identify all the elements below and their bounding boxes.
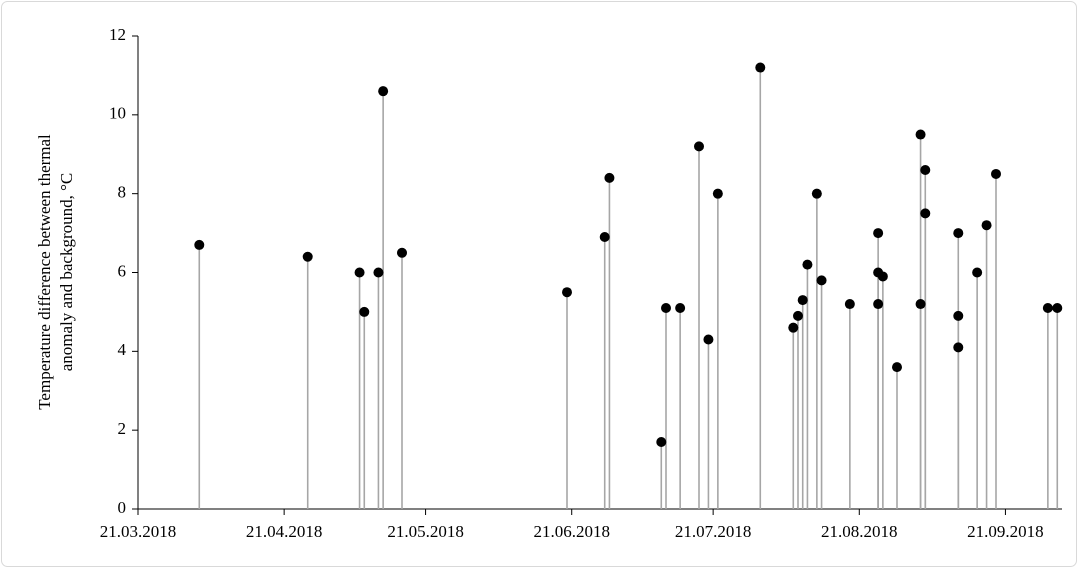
point xyxy=(712,188,723,199)
x-tick-label: 21.03.2018 xyxy=(100,522,177,541)
point xyxy=(1052,302,1063,313)
point xyxy=(953,342,964,353)
point xyxy=(788,322,799,333)
y-tick-label: 0 xyxy=(118,498,127,517)
point xyxy=(873,299,884,310)
point xyxy=(194,239,205,250)
point xyxy=(920,208,931,219)
x-tick-label: 21.07.2018 xyxy=(675,522,752,541)
y-tick-label: 8 xyxy=(118,183,127,202)
point xyxy=(873,228,884,239)
point xyxy=(915,129,926,140)
point xyxy=(599,232,610,243)
y-tick-label: 2 xyxy=(118,419,127,438)
y-axis-label: Temperature difference between thermal a… xyxy=(35,134,76,410)
point xyxy=(354,267,365,278)
point xyxy=(604,172,615,183)
y-label-line: anomaly and background, °C xyxy=(57,173,76,371)
point xyxy=(675,302,686,313)
point xyxy=(694,141,704,152)
point xyxy=(972,267,983,278)
point xyxy=(844,299,855,310)
point xyxy=(359,306,370,317)
point xyxy=(1042,302,1053,313)
y-tick-label: 4 xyxy=(118,340,127,359)
point xyxy=(981,220,992,231)
point xyxy=(953,228,964,239)
point xyxy=(656,436,667,447)
point xyxy=(302,251,313,262)
y-tick-label: 6 xyxy=(118,261,127,280)
point xyxy=(811,188,822,199)
point xyxy=(373,267,384,278)
point xyxy=(397,247,407,258)
x-tick-label: 21.09.2018 xyxy=(967,522,1044,541)
point xyxy=(802,259,813,270)
point xyxy=(991,168,1001,179)
point xyxy=(915,299,926,310)
y-label-line: Temperature difference between thermal xyxy=(35,134,54,410)
point xyxy=(562,287,572,298)
x-tick-label: 21.05.2018 xyxy=(387,522,464,541)
point xyxy=(661,302,671,313)
x-tick-label: 21.08.2018 xyxy=(821,522,898,541)
point xyxy=(755,62,766,73)
point xyxy=(793,310,803,321)
point xyxy=(816,275,827,286)
x-tick-label: 21.04.2018 xyxy=(246,522,323,541)
x-tick-label: 21.06.2018 xyxy=(533,522,610,541)
point xyxy=(892,362,902,373)
y-tick-label: 12 xyxy=(109,25,126,44)
point xyxy=(920,165,931,176)
point xyxy=(877,271,888,282)
point xyxy=(953,310,964,321)
point xyxy=(703,334,714,345)
point xyxy=(378,86,389,97)
y-tick-label: 10 xyxy=(109,104,126,123)
point xyxy=(797,295,808,306)
